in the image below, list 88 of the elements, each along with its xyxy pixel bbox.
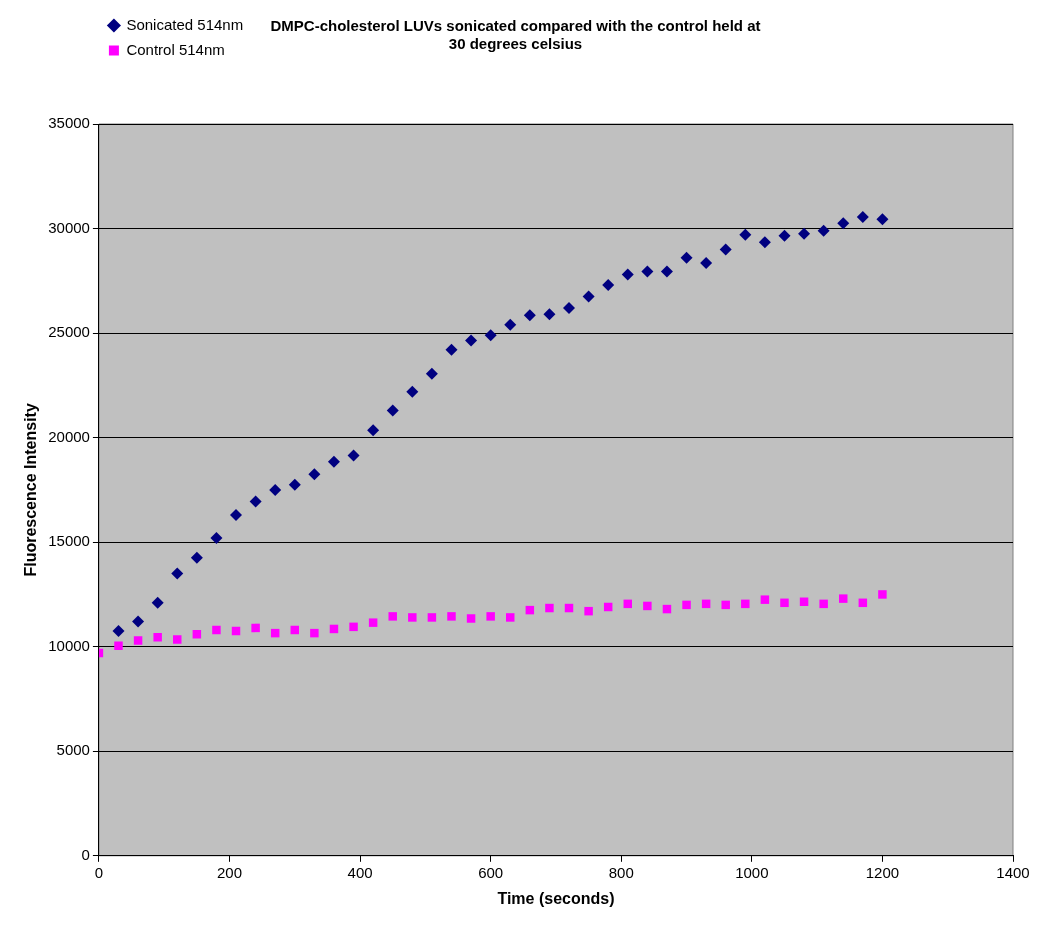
- point: [249, 495, 262, 508]
- point: [327, 455, 340, 468]
- point: [643, 601, 652, 611]
- point: [251, 623, 260, 633]
- point: [621, 268, 634, 281]
- x-tick-label: 600: [478, 863, 504, 881]
- point: [171, 567, 184, 580]
- point: [780, 598, 789, 608]
- point: [447, 612, 456, 621]
- point: [682, 600, 691, 610]
- x-tick-label: 1000: [735, 863, 769, 881]
- point: [308, 468, 321, 481]
- y-tick-label: 25000: [48, 323, 90, 341]
- point: [584, 606, 593, 616]
- point: [210, 531, 223, 544]
- point: [408, 613, 417, 622]
- legend-label: Control 514nm: [126, 40, 225, 58]
- point: [543, 308, 556, 321]
- point: [386, 404, 399, 417]
- point: [660, 265, 673, 278]
- point: [758, 236, 771, 249]
- point: [876, 213, 889, 226]
- point: [367, 424, 380, 437]
- y-tick-label: 30000: [48, 218, 90, 236]
- x-tick-label: 0: [94, 863, 104, 881]
- point: [310, 628, 319, 638]
- point: [721, 600, 730, 610]
- point: [466, 614, 476, 623]
- point: [132, 615, 145, 628]
- point: [133, 636, 143, 645]
- y-tick-label: 5000: [56, 741, 90, 759]
- point: [700, 257, 713, 270]
- point: [582, 290, 595, 303]
- y-tick-label: 10000: [48, 636, 90, 654]
- point: [878, 590, 887, 599]
- point: [288, 478, 301, 491]
- point: [269, 483, 282, 496]
- point: [641, 265, 654, 278]
- point: [190, 551, 203, 564]
- point: [817, 224, 830, 237]
- point: [114, 641, 123, 650]
- point: [680, 251, 693, 264]
- point: [445, 343, 458, 356]
- point: [798, 227, 811, 240]
- point: [388, 612, 397, 621]
- point: [486, 612, 495, 621]
- x-axis-title: Time (seconds): [497, 889, 615, 907]
- point: [173, 635, 182, 644]
- x-tick-label: 400: [347, 863, 373, 881]
- y-tick-label: 35000: [48, 114, 90, 132]
- point: [349, 622, 358, 632]
- point: [153, 633, 162, 642]
- point: [484, 329, 497, 342]
- point: [425, 367, 438, 380]
- point: [212, 625, 221, 635]
- point: [347, 449, 360, 462]
- point: [151, 596, 164, 609]
- point: [523, 309, 536, 322]
- x-tick-label: 800: [608, 863, 634, 881]
- point: [427, 613, 437, 622]
- y-tick-label: 15000: [48, 532, 90, 550]
- point: [760, 595, 770, 604]
- point: [819, 599, 828, 609]
- point: [741, 599, 750, 609]
- y-tick-label: 20000: [48, 427, 90, 445]
- point: [112, 625, 125, 638]
- point: [506, 613, 515, 622]
- y-tick-label: 0: [81, 845, 90, 863]
- x-tick-label: 1200: [865, 863, 900, 881]
- point: [837, 217, 850, 230]
- point: [839, 594, 848, 603]
- point: [739, 228, 752, 241]
- x-tick-label: 1400: [996, 863, 1030, 881]
- legend-label: Sonicated 514nm: [126, 15, 244, 33]
- point: [856, 211, 869, 224]
- point: [368, 618, 378, 627]
- point: [465, 334, 478, 347]
- point: [778, 229, 791, 242]
- point: [602, 279, 615, 291]
- point: [230, 508, 243, 521]
- point: [563, 302, 576, 314]
- point: [719, 243, 732, 256]
- chart-title: DMPC-cholesterol LUVs sonicated compared with the control held at 30 degrees celsius: [270, 17, 761, 53]
- point: [406, 385, 419, 398]
- x-tick-label: 200: [216, 863, 243, 881]
- point: [545, 603, 554, 613]
- point: [504, 318, 517, 331]
- y-axis-title: Fluorescence Intensity: [22, 403, 40, 577]
